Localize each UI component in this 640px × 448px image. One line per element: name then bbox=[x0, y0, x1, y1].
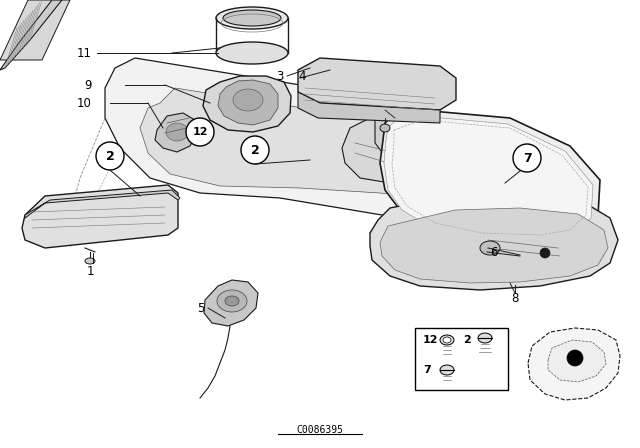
Circle shape bbox=[567, 350, 583, 366]
Polygon shape bbox=[203, 76, 291, 132]
Polygon shape bbox=[218, 80, 278, 125]
Polygon shape bbox=[155, 113, 197, 152]
Text: 6: 6 bbox=[490, 246, 497, 258]
Text: 2: 2 bbox=[106, 150, 115, 163]
FancyBboxPatch shape bbox=[415, 328, 508, 390]
Polygon shape bbox=[105, 58, 540, 230]
Polygon shape bbox=[25, 190, 180, 218]
Text: 2: 2 bbox=[251, 143, 259, 156]
Ellipse shape bbox=[216, 7, 288, 29]
Text: 2: 2 bbox=[463, 335, 471, 345]
Text: 3: 3 bbox=[276, 69, 284, 82]
Circle shape bbox=[241, 136, 269, 164]
Ellipse shape bbox=[217, 290, 247, 312]
Polygon shape bbox=[548, 340, 606, 382]
Circle shape bbox=[186, 118, 214, 146]
Circle shape bbox=[513, 144, 541, 172]
Polygon shape bbox=[204, 280, 258, 326]
Ellipse shape bbox=[166, 123, 188, 141]
Polygon shape bbox=[342, 118, 415, 183]
Text: 11: 11 bbox=[77, 47, 92, 60]
Polygon shape bbox=[298, 92, 440, 123]
Circle shape bbox=[540, 248, 550, 258]
Ellipse shape bbox=[225, 296, 239, 306]
Ellipse shape bbox=[380, 124, 390, 132]
Polygon shape bbox=[0, 0, 62, 70]
Text: 12: 12 bbox=[192, 127, 208, 137]
Text: 7: 7 bbox=[423, 365, 431, 375]
Polygon shape bbox=[370, 193, 618, 290]
Ellipse shape bbox=[480, 241, 500, 255]
Ellipse shape bbox=[478, 333, 492, 343]
Polygon shape bbox=[22, 185, 178, 248]
Ellipse shape bbox=[216, 42, 288, 64]
Polygon shape bbox=[140, 88, 495, 200]
Ellipse shape bbox=[440, 365, 454, 375]
Ellipse shape bbox=[85, 258, 95, 264]
Polygon shape bbox=[375, 103, 445, 160]
Polygon shape bbox=[470, 226, 580, 268]
Polygon shape bbox=[528, 328, 620, 400]
Text: 8: 8 bbox=[511, 292, 518, 305]
Polygon shape bbox=[298, 58, 456, 110]
Text: 5: 5 bbox=[196, 302, 204, 314]
Text: 9: 9 bbox=[84, 78, 92, 91]
Text: 7: 7 bbox=[523, 151, 531, 164]
Ellipse shape bbox=[223, 10, 281, 26]
Polygon shape bbox=[380, 110, 600, 240]
Ellipse shape bbox=[233, 89, 263, 111]
Ellipse shape bbox=[440, 335, 454, 345]
Circle shape bbox=[96, 142, 124, 170]
Text: 4: 4 bbox=[298, 69, 305, 82]
Polygon shape bbox=[380, 208, 608, 283]
Text: 10: 10 bbox=[77, 96, 92, 109]
Text: 1: 1 bbox=[86, 264, 93, 277]
Polygon shape bbox=[0, 0, 70, 60]
Text: 12: 12 bbox=[423, 335, 438, 345]
Text: C0086395: C0086395 bbox=[296, 425, 344, 435]
Ellipse shape bbox=[443, 337, 451, 343]
Polygon shape bbox=[384, 116, 593, 240]
